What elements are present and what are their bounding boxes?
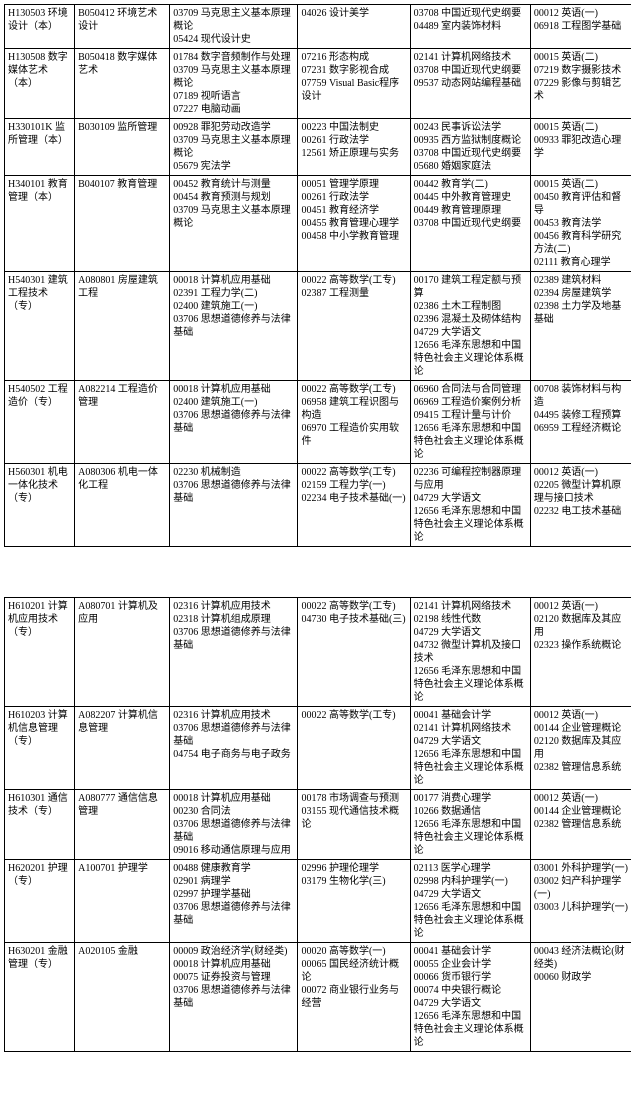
table-cell: H540502 工程造价（专） — [5, 381, 75, 464]
table-cell: 00178 市场调查与预测03155 现代通信技术概论 — [298, 790, 410, 860]
table-cell: 00012 英语(一)02120 数据库及其应用02323 操作系统概论 — [530, 598, 631, 707]
table-cell: 03001 外科护理学(一)03002 妇产科护理学(一)03003 儿科护理学… — [530, 860, 631, 943]
curriculum-table-2: H610201 计算机应用技术（专）A080701 计算机及应用02316 计算… — [4, 597, 631, 1052]
table-cell: H560301 机电一体化技术（专） — [5, 464, 75, 547]
table-row: H130503 环境设计（本）B050412 环境艺术设计03709 马克思主义… — [5, 5, 631, 49]
table-cell: 02316 计算机应用技术02318 计算机组成原理03706 思想道德修养与法… — [170, 598, 298, 707]
table-cell: 00022 高等数学(工专)06958 建筑工程识图与构造06970 工程造价实… — [298, 381, 410, 464]
table-cell: 00051 管理学原理00261 行政法学00451 教育经济学00455 教育… — [298, 176, 410, 272]
table-cell: 00012 英语(一)00144 企业管理概论02382 管理信息系统 — [530, 790, 631, 860]
table-cell: H540301 建筑工程技术（专） — [5, 272, 75, 381]
table-row: H540502 工程造价（专）A082214 工程造价管理00018 计算机应用… — [5, 381, 631, 464]
table-cell: A020105 金融 — [75, 943, 170, 1052]
table-cell: 00018 计算机应用基础00230 合同法03706 思想道德修养与法律基础0… — [170, 790, 298, 860]
table-cell: B050418 数字媒体艺术 — [75, 49, 170, 119]
table-cell: 00043 经济法概论(财经类)00060 财政学 — [530, 943, 631, 1052]
table-cell: 00020 高等数学(一)00065 国民经济统计概论00072 商业银行业务与… — [298, 943, 410, 1052]
table-cell: A080701 计算机及应用 — [75, 598, 170, 707]
table-cell: 00488 健康教育学02901 病理学02997 护理学基础03706 思想道… — [170, 860, 298, 943]
curriculum-table-1: H130503 环境设计（本）B050412 环境艺术设计03709 马克思主义… — [4, 4, 631, 547]
table-cell: A082207 计算机信息管理 — [75, 707, 170, 790]
table-cell: 00015 英语(二)07219 数字摄影技术07229 影像与剪辑艺术 — [530, 49, 631, 119]
table-cell: A082214 工程造价管理 — [75, 381, 170, 464]
table-cell: 00022 高等数学(工专)04730 电子技术基础(三) — [298, 598, 410, 707]
table-cell: H330101K 监所管理（本） — [5, 119, 75, 176]
table-cell: 02236 可编程控制器原理与应用04729 大学语文12656 毛泽东思想和中… — [410, 464, 530, 547]
table-cell: 00022 高等数学(工专)02159 工程力学(一)02234 电子技术基础(… — [298, 464, 410, 547]
table-cell: A100701 护理学 — [75, 860, 170, 943]
table-cell: B040107 教育管理 — [75, 176, 170, 272]
table-cell: 00012 英语(一)06918 工程图学基础 — [530, 5, 631, 49]
table-cell: 00223 中国法制史00261 行政法学12561 矫正原理与实务 — [298, 119, 410, 176]
table-row: H340101 教育管理（本）B040107 教育管理00452 教育统计与测量… — [5, 176, 631, 272]
table-cell: 00243 民事诉讼法学00935 西方监狱制度概论03708 中国近现代史纲要… — [410, 119, 530, 176]
table-cell: H130508 数字媒体艺术（本） — [5, 49, 75, 119]
table-row: H560301 机电一体化技术（专）A080306 机电一体化工程02230 机… — [5, 464, 631, 547]
table-cell: 00708 装饰材料与构造04495 装修工程预算06959 工程经济概论 — [530, 381, 631, 464]
table-cell: 02113 医学心理学02998 内科护理学(一)04729 大学语文12656… — [410, 860, 530, 943]
table-cell: 04026 设计美学 — [298, 5, 410, 49]
table-cell: 00442 教育学(二)00445 中外教育管理史00449 教育管理原理037… — [410, 176, 530, 272]
table-cell: A080777 通信信息管理 — [75, 790, 170, 860]
table-cell: H610201 计算机应用技术（专） — [5, 598, 75, 707]
table-cell: H610203 计算机信息管理（专） — [5, 707, 75, 790]
table-cell: H620201 护理（专） — [5, 860, 75, 943]
table-cell: 00012 英语(一)00144 企业管理概论02120 数据库及其应用0238… — [530, 707, 631, 790]
table-cell: 02141 计算机网络技术02198 线性代数04729 大学语文04732 微… — [410, 598, 530, 707]
table-cell: 03709 马克思主义基本原理概论05424 现代设计史 — [170, 5, 298, 49]
table-cell: 00012 英语(一)02205 微型计算机原理与接口技术02232 电工技术基… — [530, 464, 631, 547]
table-row: H630201 金融管理（专）A020105 金融00009 政治经济学(财经类… — [5, 943, 631, 1052]
table-cell: 00018 计算机应用基础02400 建筑施工(一)03706 思想道德修养与法… — [170, 381, 298, 464]
table-cell: 02996 护理伦理学03179 生物化学(三) — [298, 860, 410, 943]
table-row: H620201 护理（专）A100701 护理学00488 健康教育学02901… — [5, 860, 631, 943]
table-cell: 00015 英语(二)00450 教育评估和督导00453 教育法学00456 … — [530, 176, 631, 272]
table-cell: 00452 教育统计与测量00454 教育预测与规划03709 马克思主义基本原… — [170, 176, 298, 272]
table-cell: A080801 房屋建筑工程 — [75, 272, 170, 381]
table-cell: 00928 罪犯劳动改造学03709 马克思主义基本原理概论05679 宪法学 — [170, 119, 298, 176]
table-cell: 06960 合同法与合同管理06969 工程造价案例分析09415 工程计量与计… — [410, 381, 530, 464]
table-cell: 00015 英语(二)00933 罪犯改造心理学 — [530, 119, 631, 176]
table-cell: 00177 消费心理学10266 数据通信12656 毛泽东思想和中国特色社会主… — [410, 790, 530, 860]
table-cell: 00041 基础会计学00055 企业会计学00066 货币银行学00074 中… — [410, 943, 530, 1052]
table-cell: H340101 教育管理（本） — [5, 176, 75, 272]
table-cell: 00170 建筑工程定额与预算02386 土木工程制图02396 混凝土及砌体结… — [410, 272, 530, 381]
table-cell: 00022 高等数学(工专) — [298, 707, 410, 790]
table-cell: 03708 中国近现代史纲要04489 室内装饰材料 — [410, 5, 530, 49]
table-row: H130508 数字媒体艺术（本）B050418 数字媒体艺术01784 数字音… — [5, 49, 631, 119]
table-row: H330101K 监所管理（本）B030109 监所管理00928 罪犯劳动改造… — [5, 119, 631, 176]
table-cell: 02230 机械制造03706 思想道德修养与法律基础 — [170, 464, 298, 547]
table-cell: 02389 建筑材料02394 房屋建筑学02398 土力学及地基基础 — [530, 272, 631, 381]
table-cell: 00018 计算机应用基础02391 工程力学(二)02400 建筑施工(一)0… — [170, 272, 298, 381]
table-cell: 07216 形态构成07231 数字影视合成07759 Visual Basic… — [298, 49, 410, 119]
table-row: H610203 计算机信息管理（专）A082207 计算机信息管理02316 计… — [5, 707, 631, 790]
table-cell: 00009 政治经济学(财经类)00018 计算机应用基础00075 证券投资与… — [170, 943, 298, 1052]
table-cell: A080306 机电一体化工程 — [75, 464, 170, 547]
table-cell: H630201 金融管理（专） — [5, 943, 75, 1052]
table-cell: H130503 环境设计（本） — [5, 5, 75, 49]
table-cell: 00022 高等数学(工专)02387 工程测量 — [298, 272, 410, 381]
table-cell: H610301 通信技术（专） — [5, 790, 75, 860]
table-cell: B050412 环境艺术设计 — [75, 5, 170, 49]
table-cell: B030109 监所管理 — [75, 119, 170, 176]
table-row: H540301 建筑工程技术（专）A080801 房屋建筑工程00018 计算机… — [5, 272, 631, 381]
table-cell: 02316 计算机应用技术03706 思想道德修养与法律基础04754 电子商务… — [170, 707, 298, 790]
table-row: H610201 计算机应用技术（专）A080701 计算机及应用02316 计算… — [5, 598, 631, 707]
table-cell: 00041 基础会计学02141 计算机网络技术04729 大学语文12656 … — [410, 707, 530, 790]
table-cell: 02141 计算机网络技术03708 中国近现代史纲要09537 动态网站编程基… — [410, 49, 530, 119]
table-row: H610301 通信技术（专）A080777 通信信息管理00018 计算机应用… — [5, 790, 631, 860]
table-cell: 01784 数字音频制作与处理03709 马克思主义基本原理概论07189 视听… — [170, 49, 298, 119]
